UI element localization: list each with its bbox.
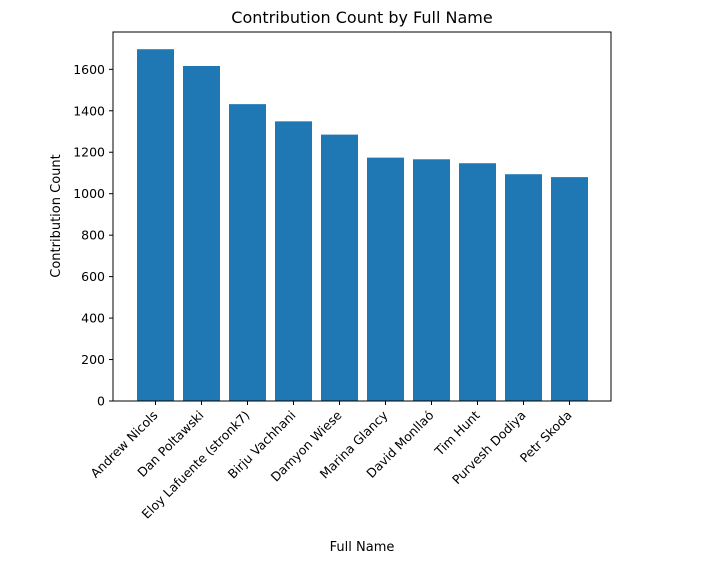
y-tick-label: 200	[81, 352, 105, 367]
bar	[321, 134, 358, 401]
y-tick-label: 600	[81, 269, 105, 284]
bar	[413, 159, 450, 401]
bar	[137, 49, 174, 402]
y-tick-label: 1000	[73, 186, 105, 201]
chart-title: Contribution Count by Full Name	[231, 8, 492, 27]
y-axis: 0 200 400 600 800 1000 1200 1400 1600	[73, 62, 113, 409]
plot-frame	[112, 31, 612, 402]
bar	[459, 163, 496, 401]
y-tick-label: 0	[97, 394, 105, 409]
bar	[229, 104, 266, 401]
y-tick-label: 1400	[73, 103, 105, 118]
bar	[275, 121, 312, 402]
x-axis-label: Full Name	[330, 540, 395, 555]
bars-group	[137, 49, 588, 402]
bar	[505, 174, 542, 401]
y-tick-label: 1200	[73, 145, 105, 160]
bar	[551, 177, 588, 401]
y-tick-label: 800	[81, 228, 105, 243]
bar	[183, 65, 220, 402]
y-tick-label: 1600	[73, 62, 105, 77]
bar	[367, 157, 404, 401]
y-axis-label: Contribution Count	[49, 154, 64, 277]
y-tick-label: 400	[81, 311, 105, 326]
